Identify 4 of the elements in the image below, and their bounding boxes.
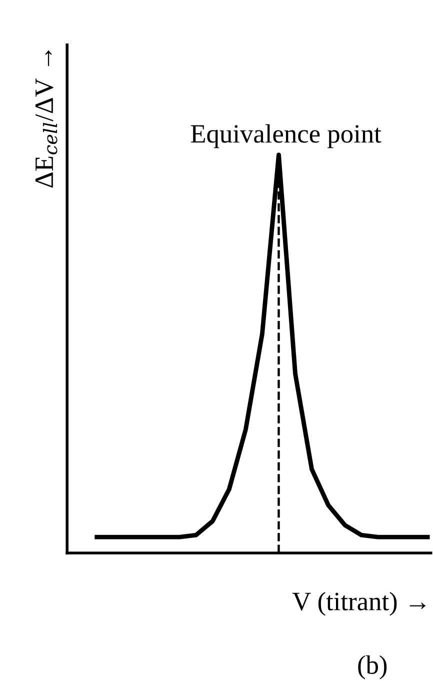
text: (b) xyxy=(358,655,387,680)
text: Equivalence point xyxy=(190,124,382,148)
y-axis-title: ΔE$_{cell}$/ΔV → xyxy=(35,50,58,188)
x-axis-title: V (titrant) → xyxy=(292,592,426,616)
